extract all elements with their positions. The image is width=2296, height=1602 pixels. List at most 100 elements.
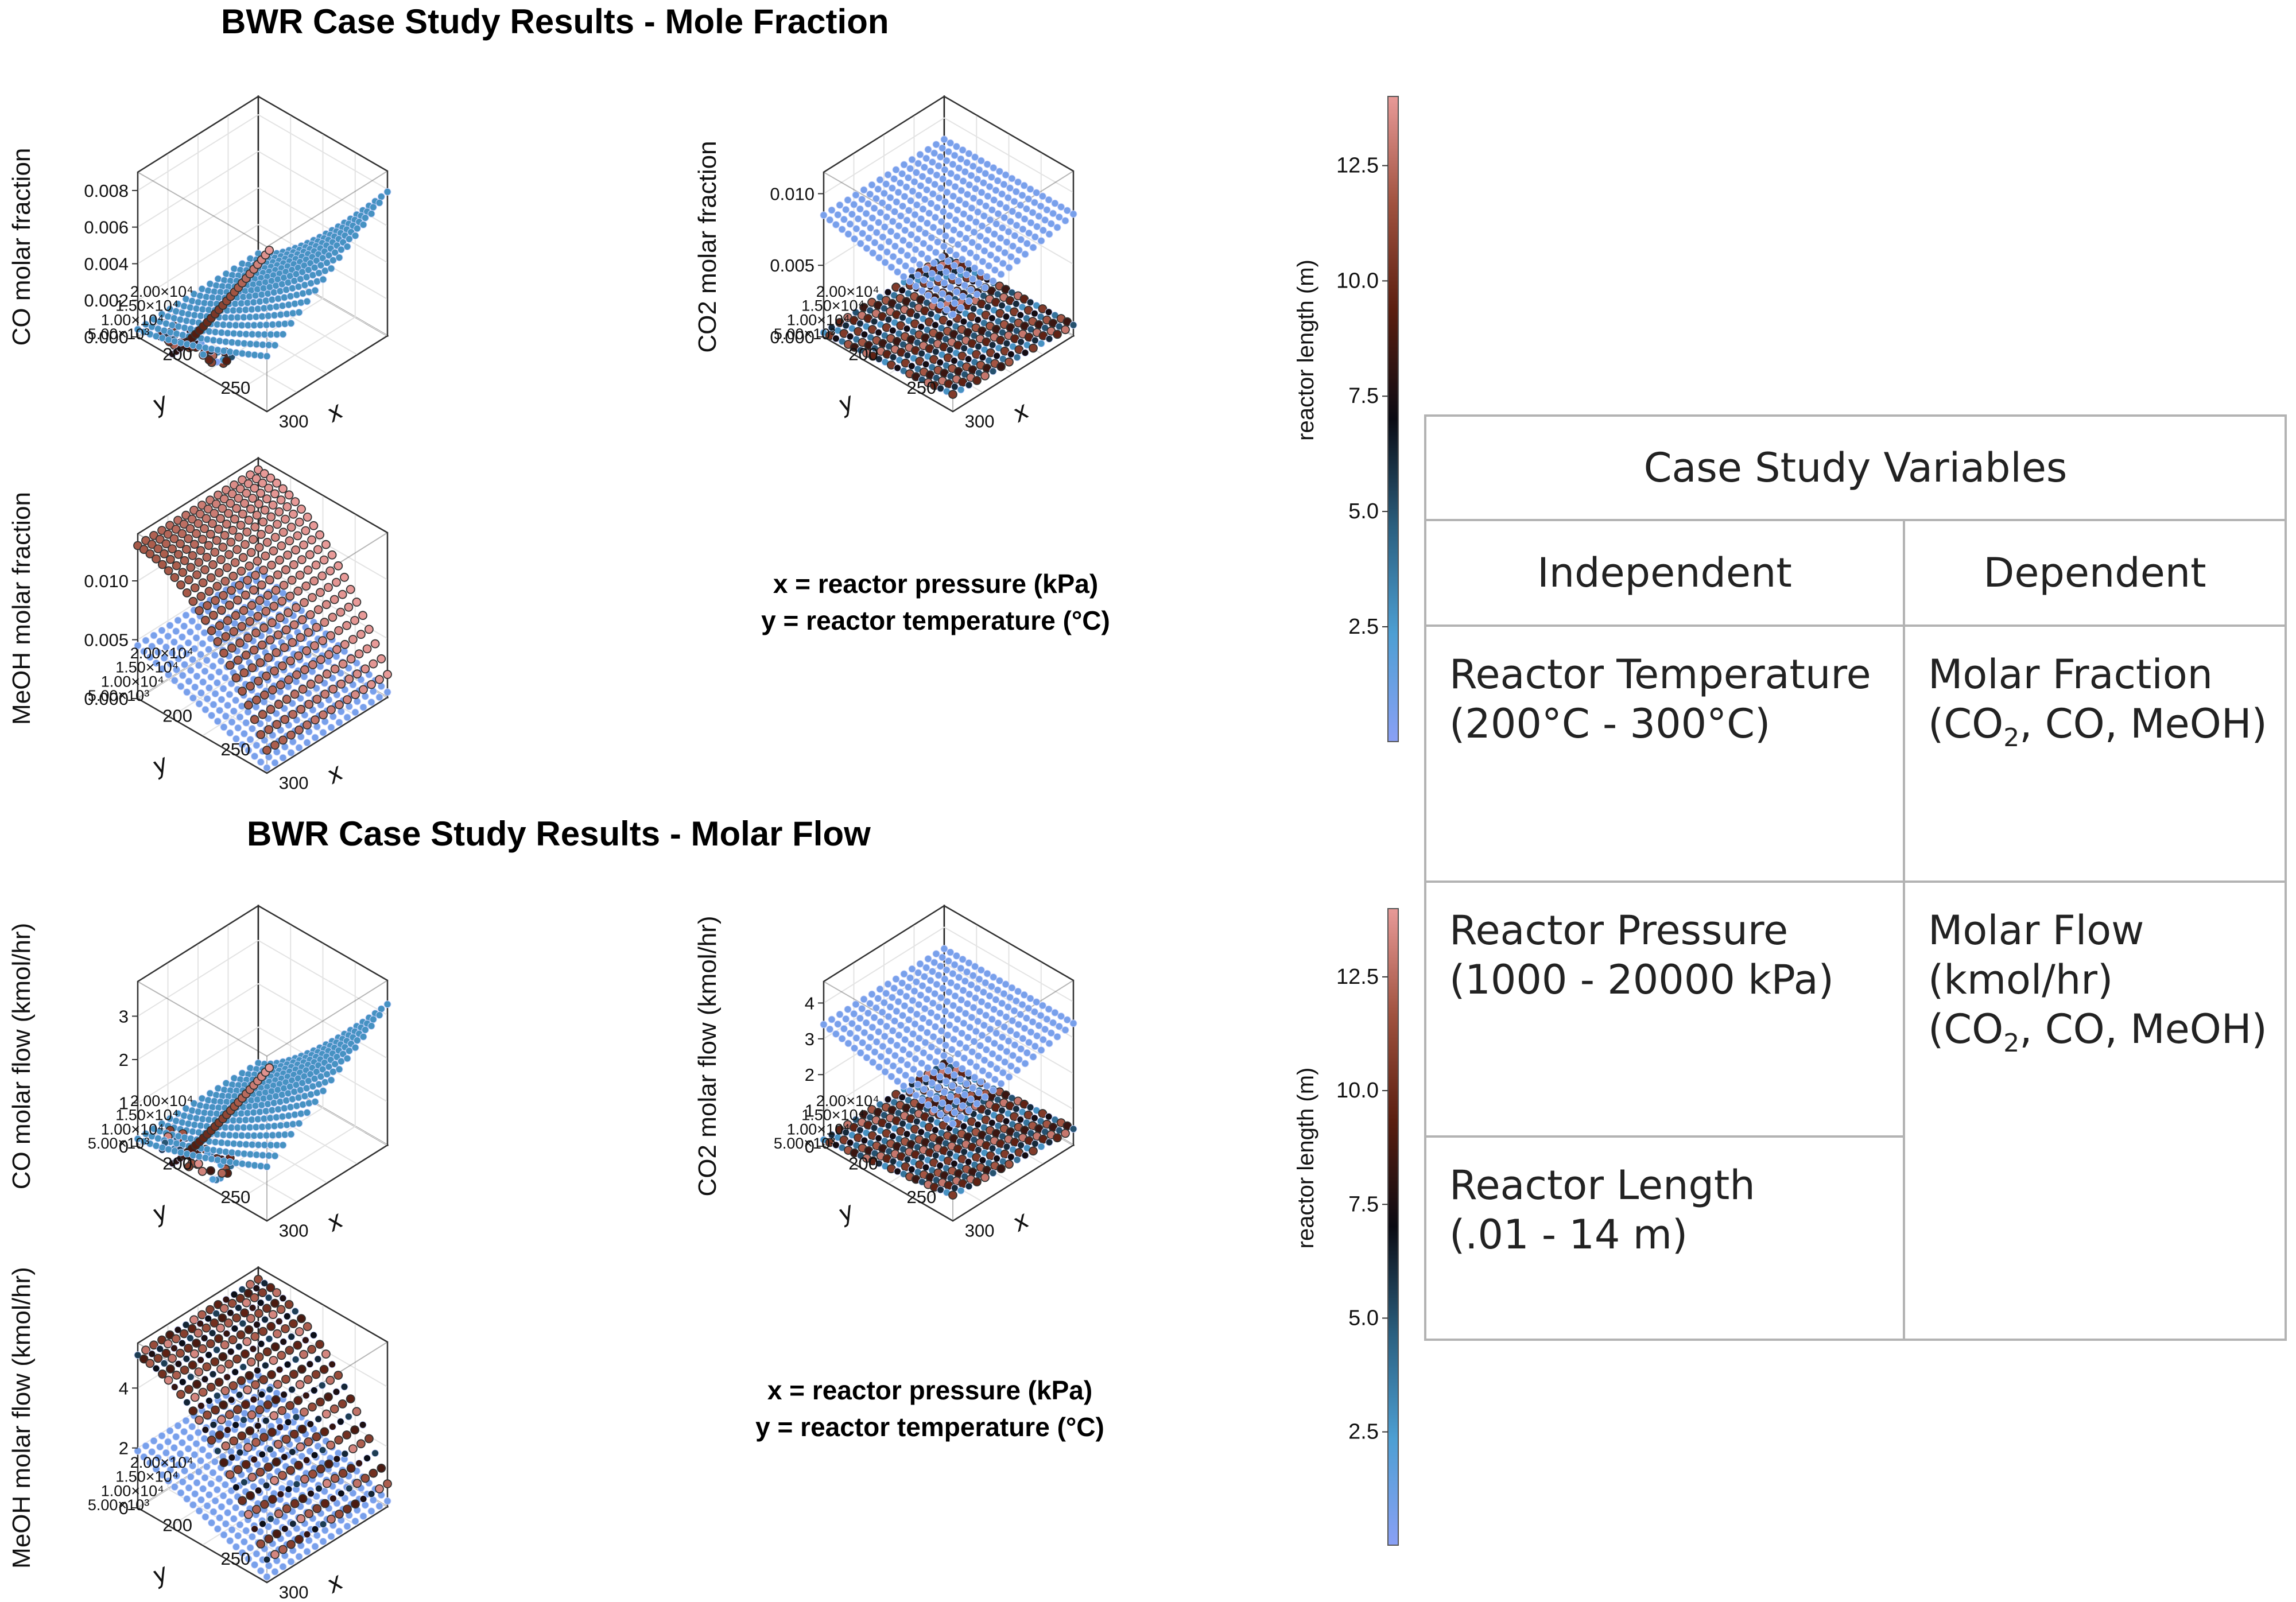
upper-surface-point [319, 711, 327, 719]
upper-surface-point [205, 587, 213, 595]
upper-surface-point [300, 1351, 308, 1359]
lower-surface-point [847, 1139, 854, 1146]
upper-surface-point [209, 1330, 216, 1337]
upper-surface-point [264, 591, 272, 599]
upper-surface-point [323, 600, 331, 608]
upper-surface-point [933, 286, 940, 293]
data-point [222, 1149, 229, 1155]
data-point [261, 1115, 267, 1122]
upper-surface-point [990, 164, 997, 171]
upper-surface-point [1009, 175, 1015, 182]
upper-surface-point [302, 1337, 309, 1344]
upper-surface-point [284, 1313, 290, 1320]
data-point [305, 289, 312, 296]
upper-surface-point [199, 1388, 207, 1397]
upper-surface-point [208, 1436, 216, 1444]
upper-surface-point [872, 195, 879, 202]
column-header-independent: Independent [1425, 520, 1904, 626]
upper-surface-point [299, 685, 307, 693]
upper-surface-point [193, 1380, 201, 1388]
upper-surface-point [887, 228, 894, 235]
upper-surface-point [256, 1406, 264, 1414]
lower-surface-point [360, 1513, 367, 1520]
upper-surface-point [917, 183, 924, 189]
data-point [277, 1099, 284, 1106]
upper-surface-point [270, 667, 278, 675]
data-point [344, 243, 351, 250]
data-point [185, 1120, 192, 1127]
upper-surface-point [205, 1352, 212, 1359]
upper-surface-point [945, 295, 952, 302]
lower-surface-point [344, 1523, 351, 1530]
upper-surface-point [964, 191, 971, 198]
upper-surface-point [349, 1445, 357, 1453]
lower-surface-point [220, 1492, 227, 1499]
upper-surface-point [261, 1500, 269, 1508]
upper-surface-point [940, 208, 947, 215]
lower-surface-point [999, 1107, 1006, 1114]
upper-surface-point [922, 1039, 929, 1046]
upper-surface-point [981, 247, 988, 254]
lower-surface-point [193, 1479, 200, 1486]
lower-surface-point [949, 390, 957, 398]
x-axis-note: x = reactor pressure (kPa) [706, 1372, 1154, 1409]
upper-surface-point [195, 558, 203, 567]
upper-surface-point [324, 583, 332, 591]
upper-surface-point [277, 1491, 284, 1498]
upper-surface-point [1003, 1048, 1010, 1055]
data-point [246, 313, 253, 320]
upper-surface-point [937, 1111, 944, 1118]
data-point [288, 320, 294, 327]
upper-surface-point [247, 505, 255, 513]
upper-surface-point [948, 170, 955, 177]
upper-surface-point [879, 1009, 886, 1016]
upper-surface-point [900, 1083, 907, 1089]
data-point [253, 1151, 260, 1158]
lower-surface-point [241, 1538, 247, 1545]
upper-surface-point [302, 582, 310, 590]
data-point [214, 321, 220, 328]
upper-surface-point [937, 185, 944, 192]
upper-surface-point [319, 1446, 326, 1453]
upper-surface-point [253, 696, 261, 704]
upper-surface-point [1000, 181, 1007, 188]
upper-surface-point [972, 995, 979, 1002]
upper-surface-point [916, 226, 922, 232]
upper-surface-point [1015, 988, 1022, 995]
upper-surface-point [1031, 234, 1038, 241]
upper-surface-point [897, 989, 903, 996]
upper-surface-point [924, 1029, 930, 1036]
upper-surface-point [1070, 1020, 1077, 1027]
upper-surface-point [1000, 990, 1007, 997]
x-tick-label: 200 [162, 706, 192, 726]
upper-surface-point [875, 219, 882, 226]
data-point [238, 1132, 245, 1139]
upper-surface-point [1009, 208, 1016, 215]
upper-surface-point [158, 561, 166, 569]
upper-surface-point [242, 1461, 250, 1469]
upper-surface-point [223, 520, 231, 528]
upper-surface-point [279, 1546, 287, 1554]
lower-surface-point [957, 1187, 964, 1194]
x-axis-label: x [320, 1205, 348, 1237]
upper-surface-point [312, 1526, 319, 1533]
lower-surface-point [1013, 1106, 1019, 1112]
lower-surface-point [224, 1510, 231, 1516]
lower-surface-point [170, 1444, 177, 1451]
lower-surface-point [360, 704, 367, 711]
upper-surface-point [1070, 211, 1077, 218]
upper-surface-point [950, 193, 957, 200]
lower-surface-point [216, 1514, 223, 1521]
cell-line: Reactor Pressure [1449, 906, 1903, 955]
data-point [270, 1100, 277, 1107]
upper-surface-point [253, 1506, 261, 1514]
upper-surface-point [940, 176, 947, 183]
upper-surface-point [943, 1116, 950, 1123]
lower-surface-point [975, 316, 982, 323]
lower-surface-point [988, 315, 995, 321]
data-point [197, 1122, 204, 1129]
lower-surface-point [251, 753, 258, 760]
upper-surface-point [281, 1391, 288, 1398]
upper-surface-point [1026, 1039, 1033, 1046]
upper-surface-point [915, 969, 922, 976]
